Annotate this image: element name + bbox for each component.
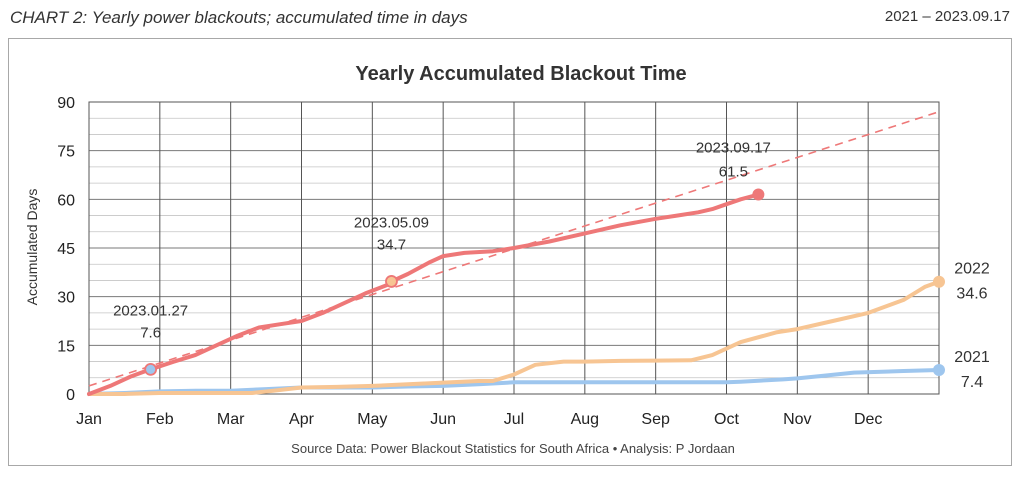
grid xyxy=(88,101,940,395)
end-label-year: 2022 xyxy=(954,261,990,278)
series-line-2021 xyxy=(87,368,941,396)
x-tick-label: Sep xyxy=(641,411,670,428)
x-tick-label: Nov xyxy=(783,411,811,428)
source-note: Source Data: Power Blackout Statistics f… xyxy=(291,441,735,456)
y-tick-label: 0 xyxy=(66,387,75,404)
x-tick-label: Mar xyxy=(217,411,245,428)
chart-title: Yearly Accumulated Blackout Time xyxy=(355,63,686,85)
series-line-2022 xyxy=(87,279,941,396)
end-marker-2021 xyxy=(933,363,945,376)
marker-2023.09.17 xyxy=(752,188,765,201)
x-tick-label: Jul xyxy=(504,411,524,428)
annotation-value: 61.5 xyxy=(719,163,748,180)
x-tick-label: Oct xyxy=(714,411,739,428)
plot-border xyxy=(88,101,940,395)
x-tick-label: Dec xyxy=(854,411,882,428)
marker-2023.05.09 xyxy=(385,275,398,288)
x-tick-label: Aug xyxy=(571,411,599,428)
x-tick-label: Jan xyxy=(76,411,102,428)
axes: 0 15 30 45 60 75 90 Jan Feb Mar Apr May Jun Jul Aug Sep… xyxy=(57,95,882,428)
series-line-2023 xyxy=(87,192,761,396)
y-tick-label: 45 xyxy=(57,241,75,258)
end-label-value: 7.4 xyxy=(961,374,983,391)
annotation-date: 2023.09.17 xyxy=(696,139,771,156)
y-axis-label: Accumulated Days xyxy=(24,189,40,306)
annotations: 2023.01.27 7.6 2023.05.09 34.7 2023.09.17 61.… xyxy=(113,139,990,391)
x-tick-label: Apr xyxy=(289,411,315,428)
chart-container: Yearly Accumulated Blackout Time 0 15 30 45… xyxy=(8,38,1012,466)
y-tick-label: 30 xyxy=(57,290,75,307)
trendline-2023 xyxy=(88,110,940,387)
y-tick-label: 90 xyxy=(57,95,75,112)
series-lines xyxy=(87,192,941,396)
annotation-date: 2023.01.27 xyxy=(113,302,188,319)
chart-caption: CHART 2: Yearly power blackouts; accumul… xyxy=(10,8,468,27)
annotation-value: 34.7 xyxy=(377,236,406,253)
annotation-date: 2023.05.09 xyxy=(354,214,429,231)
y-tick-label: 75 xyxy=(57,144,75,161)
line-chart: Yearly Accumulated Blackout Time 0 15 30 45… xyxy=(24,63,990,456)
date-range: 2021 – 2023.09.17 xyxy=(884,8,1010,25)
trendline xyxy=(88,110,940,387)
end-label-value: 34.6 xyxy=(956,286,987,303)
x-tick-label: Feb xyxy=(146,411,174,428)
end-marker-2022 xyxy=(933,275,945,288)
x-tick-label: May xyxy=(357,411,387,428)
marker-2023.01.27 xyxy=(144,362,158,376)
annotation-value: 7.6 xyxy=(140,324,161,341)
end-label-year: 2021 xyxy=(954,349,990,366)
x-tick-label: Jun xyxy=(430,411,456,428)
y-tick-label: 15 xyxy=(57,338,75,355)
y-tick-label: 60 xyxy=(57,192,75,209)
